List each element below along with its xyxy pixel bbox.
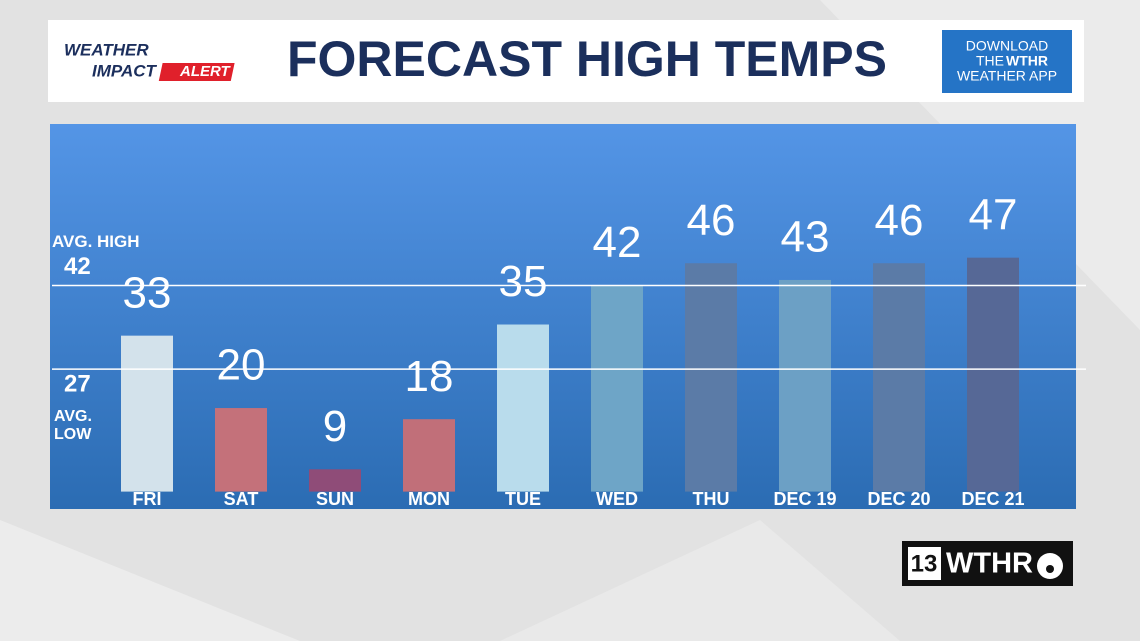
channel-box	[908, 547, 941, 580]
x-tick-label: DEC 21	[961, 489, 1024, 509]
header-bar	[48, 20, 1084, 102]
bar	[403, 419, 455, 492]
ref-value: 42	[64, 253, 91, 280]
value-label: 46	[875, 196, 924, 245]
bar	[121, 335, 173, 492]
value-label: 47	[969, 190, 1018, 239]
x-tick-label: MON	[408, 489, 450, 509]
bar	[967, 257, 1019, 492]
bar	[779, 279, 831, 492]
value-label: 46	[687, 196, 736, 245]
x-tick-label: WED	[596, 489, 638, 509]
peacock	[1037, 553, 1063, 579]
value-label: 20	[217, 341, 266, 390]
ref-value: 27	[64, 370, 91, 397]
value-label: 42	[593, 218, 642, 267]
logo-text: IMPACT	[92, 61, 158, 80]
bar	[309, 469, 361, 492]
value-label: 35	[499, 257, 548, 306]
bar	[685, 263, 737, 492]
bar	[591, 285, 643, 492]
x-tick-label: FRI	[133, 489, 162, 509]
x-tick-label: SAT	[224, 489, 259, 509]
logo-badge	[158, 63, 235, 81]
x-tick-label: DEC 20	[867, 489, 930, 509]
bar	[873, 263, 925, 492]
app-promo-box	[942, 30, 1072, 93]
ref-label: AVG. LOW	[54, 408, 92, 443]
logo-text: ALERT	[179, 63, 232, 80]
chart-title: FORECAST HIGH TEMPS	[287, 31, 887, 87]
ref-label: AVG. HIGH	[52, 232, 140, 251]
promo-text: DOWNLOAD	[966, 38, 1048, 54]
bg-shape	[500, 520, 900, 641]
x-tick-label: TUE	[505, 489, 541, 509]
logo-text: WEATHER	[64, 40, 149, 59]
station-name: WTHR	[946, 548, 1033, 580]
value-label: 43	[781, 213, 830, 262]
channel-number: 13	[911, 550, 938, 577]
value-label: 18	[405, 352, 454, 401]
value-label: 33	[123, 268, 172, 317]
bar	[497, 324, 549, 492]
promo-text: WEATHER APP	[957, 68, 1057, 84]
x-tick-label: SUN	[316, 489, 354, 509]
x-tick-label: THU	[693, 489, 730, 509]
plot: 33 FRI 20 SAT 9 SUN 18 MON 35 TUE 42 WED 46 THU 43 DEC …	[52, 190, 1086, 509]
x-tick-label: DEC 19	[773, 489, 836, 509]
bg-shape	[0, 520, 300, 641]
bar	[215, 408, 267, 492]
promo-text: THE	[976, 53, 1004, 69]
promo-text: WTHR	[1006, 53, 1048, 69]
value-label: 9	[323, 402, 347, 451]
